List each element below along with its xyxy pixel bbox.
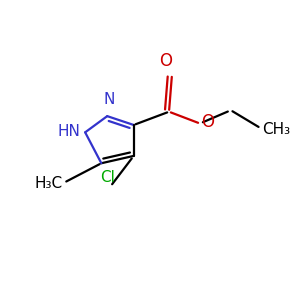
Text: CH₃: CH₃ [262, 122, 290, 137]
Text: H₃C: H₃C [35, 176, 63, 191]
Text: O: O [201, 113, 214, 131]
Text: HN: HN [58, 124, 81, 139]
Text: O: O [160, 52, 172, 70]
Text: N: N [103, 92, 114, 107]
Text: Cl: Cl [100, 170, 115, 185]
